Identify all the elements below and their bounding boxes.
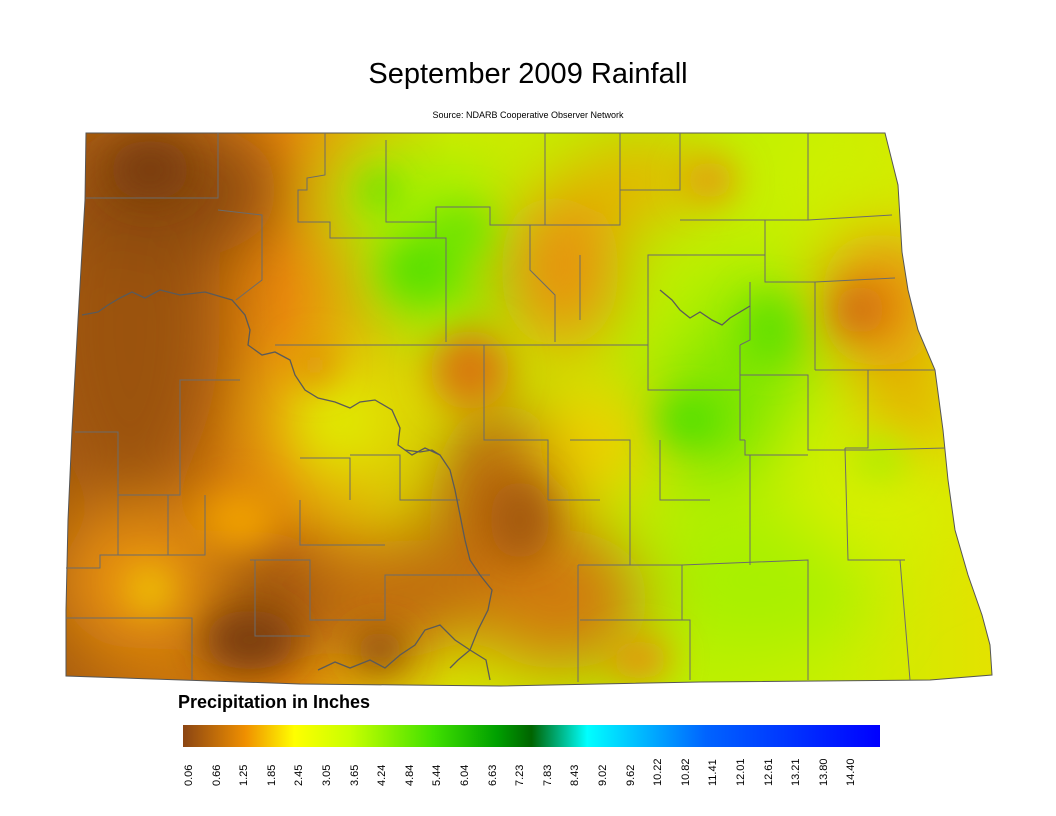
legend-tick-label: 3.65 <box>349 752 363 800</box>
legend-color-bar <box>183 725 880 747</box>
legend-tick-label: 13.21 <box>790 752 804 800</box>
legend-tick-text: 10.22 <box>652 758 665 786</box>
legend-tick-label: 1.25 <box>238 752 252 800</box>
state-boundary <box>65 132 993 687</box>
legend-tick-text: 0.66 <box>210 764 223 786</box>
map-title: September 2009 Rainfall <box>368 58 688 90</box>
legend-tick-label: 4.84 <box>404 752 418 800</box>
legend-tick-label: 0.66 <box>211 752 225 800</box>
legend-tick-text: 8.43 <box>569 764 582 786</box>
legend-tick-label: 11.41 <box>707 752 721 800</box>
legend-tick-label: 9.02 <box>597 752 611 800</box>
legend-tick-label: 13.80 <box>818 752 832 800</box>
legend-tick-text: 13.21 <box>790 758 803 786</box>
legend-tick-text: 9.62 <box>624 764 637 786</box>
legend-tick-label: 8.43 <box>569 752 583 800</box>
map-source: Source: NDARB Cooperative Observer Netwo… <box>432 110 624 120</box>
legend-tick-text: 3.65 <box>348 764 361 786</box>
legend-tick-text: 5.44 <box>431 764 444 786</box>
legend-tick-label: 1.85 <box>266 752 280 800</box>
rainfall-surface <box>66 133 992 686</box>
legend-tick-text: 7.83 <box>541 764 554 786</box>
legend-tick-text: 1.25 <box>238 764 251 786</box>
legend-tick-label: 6.04 <box>459 752 473 800</box>
legend-tick-text: 10.82 <box>679 758 692 786</box>
legend-tick-text: 4.84 <box>403 764 416 786</box>
legend-tick-text: 13.80 <box>817 758 830 786</box>
legend-tick-text: 6.63 <box>486 764 499 786</box>
legend-tick-label: 12.61 <box>763 752 777 800</box>
legend-title: Precipitation in Inches <box>178 692 371 712</box>
legend-tick-text: 7.23 <box>514 764 527 786</box>
county-lines <box>66 133 946 682</box>
rivers <box>81 289 751 681</box>
legend-tick-label: 2.45 <box>293 752 307 800</box>
legend-tick-label: 3.05 <box>321 752 335 800</box>
legend-tick-label: 10.82 <box>680 752 694 800</box>
legend-tick-label: 10.22 <box>652 752 666 800</box>
legend-tick-text: 0.06 <box>183 764 195 786</box>
legend-tick-text: 1.85 <box>265 764 278 786</box>
legend-tick-label: 12.01 <box>735 752 749 800</box>
legend-tick-text: 12.61 <box>762 758 775 786</box>
legend-tick-text: 11.41 <box>707 759 720 786</box>
legend-tick-label: 9.62 <box>625 752 639 800</box>
legend-tick-label: 7.83 <box>542 752 556 800</box>
legend-tick-label: 0.06 <box>183 752 197 800</box>
legend-tick-label: 4.24 <box>376 752 390 800</box>
legend-tick-labels: 0.06 0.66 1.25 1.85 2.45 3.05 3.65 4.24 4.84 5.44… <box>183 752 880 802</box>
legend-tick-text: 4.24 <box>376 764 389 786</box>
legend-tick-text: 6.04 <box>459 764 471 786</box>
legend-tick-label: 5.44 <box>431 752 445 800</box>
legend-tick-text: 12.01 <box>735 758 747 786</box>
legend-tick-label: 14.40 <box>845 752 859 800</box>
precipitation-map <box>65 132 993 687</box>
legend-tick-label: 6.63 <box>487 752 501 800</box>
legend-tick-text: 2.45 <box>293 764 306 786</box>
legend-tick-text: 14.40 <box>845 758 858 786</box>
legend-tick-text: 9.02 <box>597 764 609 786</box>
legend-tick-label: 7.23 <box>514 752 528 800</box>
legend-tick-text: 3.05 <box>321 764 333 786</box>
